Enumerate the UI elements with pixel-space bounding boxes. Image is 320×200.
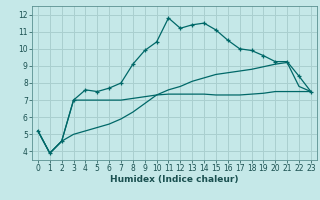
- X-axis label: Humidex (Indice chaleur): Humidex (Indice chaleur): [110, 175, 239, 184]
